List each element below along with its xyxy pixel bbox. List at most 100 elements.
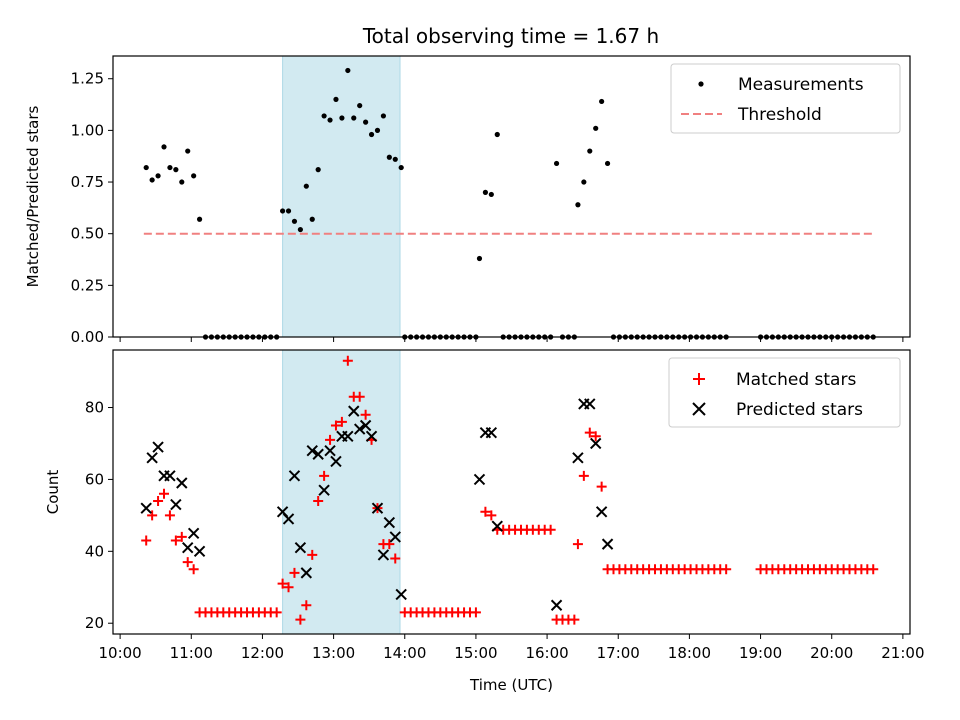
x-tick-label: 16:00 — [525, 644, 568, 662]
measurement-point — [357, 102, 363, 109]
y-tick-label: 60 — [85, 470, 104, 488]
measurement-point — [553, 160, 560, 167]
x-tick-label: 12:00 — [241, 644, 284, 662]
measurement-point — [476, 255, 483, 262]
predicted-star-point — [330, 455, 342, 468]
predicted-star-point — [300, 567, 313, 579]
measurement-point — [167, 164, 173, 171]
matched-star-point — [289, 567, 300, 578]
matched-star-point — [336, 416, 347, 427]
predicted-star-point — [282, 513, 295, 525]
measurement-point — [279, 208, 286, 214]
matched-star-point — [182, 557, 193, 568]
measurement-point — [398, 164, 404, 171]
measurement-point — [494, 131, 500, 138]
matched-star-point — [153, 495, 164, 506]
predicted-star-point — [383, 516, 396, 529]
measurement-point — [488, 191, 494, 198]
predicted-star-point — [187, 527, 200, 540]
matched-star-point — [360, 409, 371, 420]
y-tick-label: 0.00 — [71, 328, 104, 346]
measurement-point — [604, 160, 611, 167]
matched-star-point — [545, 524, 556, 535]
predicted-star-point — [365, 430, 378, 442]
measurement-point — [351, 115, 357, 121]
measurement-point — [345, 67, 351, 74]
observing-span — [282, 349, 401, 635]
predicted-star-point — [312, 448, 324, 460]
measurement-point — [303, 183, 309, 189]
predicted-star-point — [491, 520, 503, 532]
matched-star-point — [176, 531, 187, 542]
y-tick-label: 0.50 — [71, 225, 104, 243]
legend-box — [670, 63, 901, 134]
y-tick-label: 20 — [85, 614, 104, 632]
x-tick-label: 17:00 — [597, 644, 640, 662]
predicted-star-point — [389, 531, 401, 543]
predicted-star-point — [359, 419, 372, 432]
measurement-point — [482, 189, 489, 195]
x-tick-label: 18:00 — [668, 644, 711, 662]
predicted-star-point — [342, 430, 354, 442]
matched-star-point — [313, 495, 324, 506]
measurement-point — [321, 113, 327, 119]
matched-star-point — [354, 391, 365, 402]
predicted-star-point — [589, 437, 602, 450]
measurement-point — [143, 164, 149, 171]
predicted-star-point — [595, 506, 608, 518]
measurement-point — [315, 167, 321, 173]
measurement-point — [581, 179, 587, 185]
matched-star-point — [283, 582, 294, 593]
matched-star-point — [569, 614, 580, 625]
x-tick-label: 21:00 — [881, 644, 924, 662]
matched-star-point — [486, 510, 497, 521]
measurement-point — [593, 125, 599, 131]
measurement-point — [196, 216, 203, 222]
matched-star-point — [325, 434, 336, 445]
matched-star-point — [170, 535, 181, 546]
predicted-star-point — [601, 538, 614, 550]
measurement-point — [155, 173, 161, 179]
x-tick-label: 13:00 — [312, 644, 355, 662]
predicted-star-point — [176, 477, 188, 489]
matched-star-point — [164, 510, 175, 521]
y-tick-label: 40 — [85, 542, 104, 560]
predicted-star-point — [473, 473, 486, 486]
predicted-star-point — [306, 444, 318, 457]
predicted-star-point — [371, 502, 384, 514]
matched-star-point — [721, 564, 732, 575]
legend-marker-predicted — [692, 402, 706, 416]
legend-box — [668, 357, 901, 428]
predicted-star-point — [294, 542, 307, 554]
matched-star-point — [319, 470, 330, 481]
predicted-star-point — [353, 423, 366, 435]
matched-star-point — [868, 564, 879, 575]
axes-frame — [112, 55, 911, 338]
predicted-star-point — [324, 444, 336, 457]
legend-label-threshold: Threshold — [737, 105, 822, 125]
measurement-point — [297, 226, 303, 233]
predicted-star-point — [348, 405, 360, 417]
predicted-star-point — [164, 470, 176, 482]
matched-star-point — [342, 355, 353, 366]
legend-label-predicted: Predicted stars — [736, 400, 863, 420]
matched-star-point — [572, 539, 583, 550]
measurement-point — [309, 216, 315, 222]
bottom-panel-counts: 10:00 11:00 12:00 13:00 14:00 15:00 16:00 17:00… — [44, 349, 925, 694]
measurement-point — [363, 119, 369, 125]
measurement-point — [368, 131, 375, 138]
y-tick-label: 80 — [85, 399, 104, 417]
matched-star-point — [277, 578, 288, 589]
x-tick-label: 11:00 — [170, 644, 213, 662]
measurement-point — [185, 148, 191, 154]
matched-star-point — [295, 614, 306, 625]
measurement-point — [333, 96, 339, 102]
matched-star-point — [147, 510, 158, 521]
measurement-point — [327, 117, 333, 123]
legend-label-measurements: Measurements — [738, 75, 864, 95]
x-tick-label: 10:00 — [98, 644, 141, 662]
matched-star-point — [596, 481, 607, 492]
predicted-star-point — [152, 441, 164, 453]
y-axis-label: Count — [44, 470, 62, 515]
y-axis-label: Matched/Predicted stars — [24, 106, 42, 288]
